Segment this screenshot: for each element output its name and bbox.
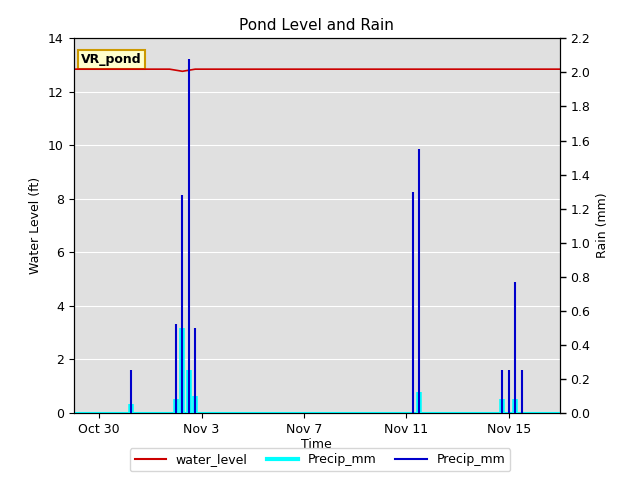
X-axis label: Time: Time	[301, 438, 332, 451]
Y-axis label: Water Level (ft): Water Level (ft)	[29, 177, 42, 274]
Title: Pond Level and Rain: Pond Level and Rain	[239, 18, 394, 33]
Text: VR_pond: VR_pond	[81, 53, 141, 66]
Y-axis label: Rain (mm): Rain (mm)	[596, 193, 609, 258]
Legend: water_level, Precip_mm, Precip_mm: water_level, Precip_mm, Precip_mm	[130, 448, 510, 471]
